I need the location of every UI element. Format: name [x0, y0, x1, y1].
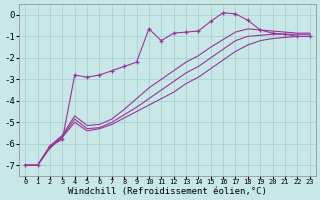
- X-axis label: Windchill (Refroidissement éolien,°C): Windchill (Refroidissement éolien,°C): [68, 187, 267, 196]
